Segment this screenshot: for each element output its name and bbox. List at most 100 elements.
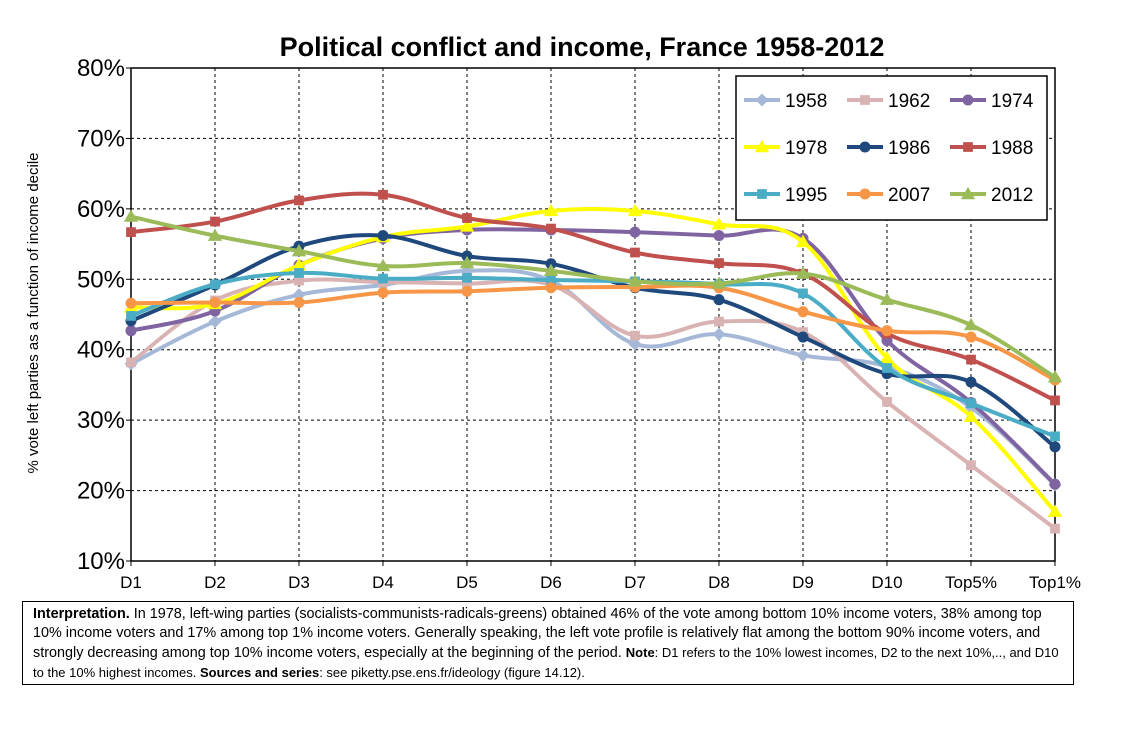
x-tick-label: Top1%: [1029, 573, 1081, 592]
x-tick-label: D3: [288, 573, 310, 592]
data-point-1995: [294, 268, 304, 278]
interpretation-text: In 1978, left-wing parties (socialists-c…: [33, 606, 1042, 661]
legend-label-1962: 1962: [888, 91, 930, 112]
data-point-1958: [796, 348, 810, 362]
series-1974: [125, 224, 1061, 490]
legend-marker-1995: [757, 189, 767, 199]
series-line-2012: [130, 214, 1057, 379]
x-tick-label: D9: [792, 573, 814, 592]
y-axis-label: % vote left parties as a function of inc…: [25, 152, 42, 473]
data-point-1978: [459, 219, 475, 232]
data-point-2012: [375, 258, 391, 272]
series-2012: [123, 209, 1063, 383]
data-point-1962: [630, 330, 640, 341]
data-point-1974: [713, 230, 725, 242]
data-point-1978: [795, 234, 811, 248]
x-tick-label: D2: [204, 573, 226, 592]
data-point-1988: [714, 258, 724, 268]
data-point-2007: [881, 325, 893, 337]
legend-item-1958: 1958: [744, 91, 827, 112]
legend-marker-1986: [859, 141, 871, 153]
legend-label-1978: 1978: [785, 138, 827, 159]
data-point-1995: [462, 273, 472, 283]
data-point-1988: [462, 213, 472, 223]
legend-label-1986: 1986: [888, 138, 930, 159]
legend-marker-1974: [962, 94, 974, 106]
x-tick-label: Top5%: [945, 573, 997, 592]
series-1995: [126, 268, 1060, 442]
data-point-2012: [291, 243, 307, 257]
data-point-2012: [459, 255, 475, 269]
y-tick-label: 20%: [77, 478, 125, 505]
legend-box: [735, 75, 1048, 221]
y-tick-label: 40%: [77, 337, 125, 364]
legend: 1958 1962 1974 1978 1986 1988 1995 2007 2012: [735, 75, 1048, 221]
series-line-1995: [130, 270, 1056, 439]
data-point-2007: [545, 282, 557, 294]
data-point-1986: [965, 376, 977, 388]
legend-item-1974: 1974: [950, 91, 1034, 112]
series-line-1978: [130, 207, 1057, 514]
data-point-2012: [627, 274, 643, 287]
legend-item-1962: 1962: [847, 91, 930, 112]
y-tick-label: 50%: [77, 266, 125, 293]
data-point-1988: [126, 227, 136, 237]
data-point-1988: [630, 247, 640, 258]
sources-text: : see piketty.pse.ens.fr/ideology (figur…: [319, 665, 585, 680]
series-1986: [125, 230, 1061, 453]
data-point-1978: [627, 203, 643, 217]
data-point-1978: [291, 258, 307, 271]
series-2007: [125, 281, 1061, 386]
legend-marker-2012: [960, 186, 976, 200]
legend-marker-1958: [755, 93, 769, 107]
data-point-2012: [879, 292, 895, 305]
x-tick-label: D8: [708, 573, 730, 592]
data-point-1995: [1050, 431, 1060, 442]
data-point-1974: [1049, 478, 1061, 490]
data-point-1995: [378, 273, 388, 284]
data-point-1995: [798, 288, 808, 299]
series-1978: [123, 203, 1063, 517]
data-point-2007: [461, 285, 473, 297]
data-point-1958: [208, 315, 222, 329]
data-point-1962: [714, 316, 724, 327]
series-line-1962: [129, 277, 1057, 531]
x-tick-label: D5: [456, 573, 478, 592]
data-point-2012: [963, 317, 979, 331]
series-line-2007: [130, 283, 1056, 382]
data-point-1995: [210, 279, 220, 290]
note-label: Note: [625, 645, 655, 660]
y-tick-label: 10%: [77, 548, 125, 575]
legend-item-1978: 1978: [744, 138, 827, 159]
data-point-2012: [543, 263, 559, 277]
series-line-1974: [130, 227, 1057, 486]
y-tick-label: 70%: [77, 125, 125, 152]
data-point-1995: [966, 398, 976, 409]
data-point-1974: [125, 325, 137, 337]
data-point-1986: [377, 230, 389, 242]
y-tick-label: 30%: [77, 407, 125, 434]
sources-label: Sources and series: [199, 665, 320, 680]
data-point-1995: [546, 275, 556, 285]
legend-marker-2007: [859, 188, 871, 200]
data-point-1978: [543, 203, 559, 217]
data-point-1988: [378, 189, 388, 200]
legend-item-2007: 2007: [847, 185, 930, 206]
data-point-2012: [795, 266, 811, 279]
data-point-1958: [628, 337, 642, 351]
y-tick-label: 60%: [77, 196, 125, 223]
legend-item-1995: 1995: [744, 185, 827, 206]
data-point-1986: [713, 294, 725, 306]
x-tick-label: D10: [871, 573, 902, 592]
legend-marker-1988: [963, 142, 973, 152]
data-point-2007: [293, 297, 305, 309]
legend-marker-1978: [754, 139, 770, 153]
data-point-1978: [879, 351, 895, 364]
data-point-1978: [963, 409, 979, 422]
x-tick-label: D4: [372, 573, 394, 592]
series-line-1986: [130, 233, 1057, 449]
y-tick-label: 80%: [77, 55, 125, 82]
data-point-1962: [966, 460, 976, 471]
legend-item-1986: 1986: [847, 138, 930, 159]
legend-label-1974: 1974: [991, 91, 1034, 112]
